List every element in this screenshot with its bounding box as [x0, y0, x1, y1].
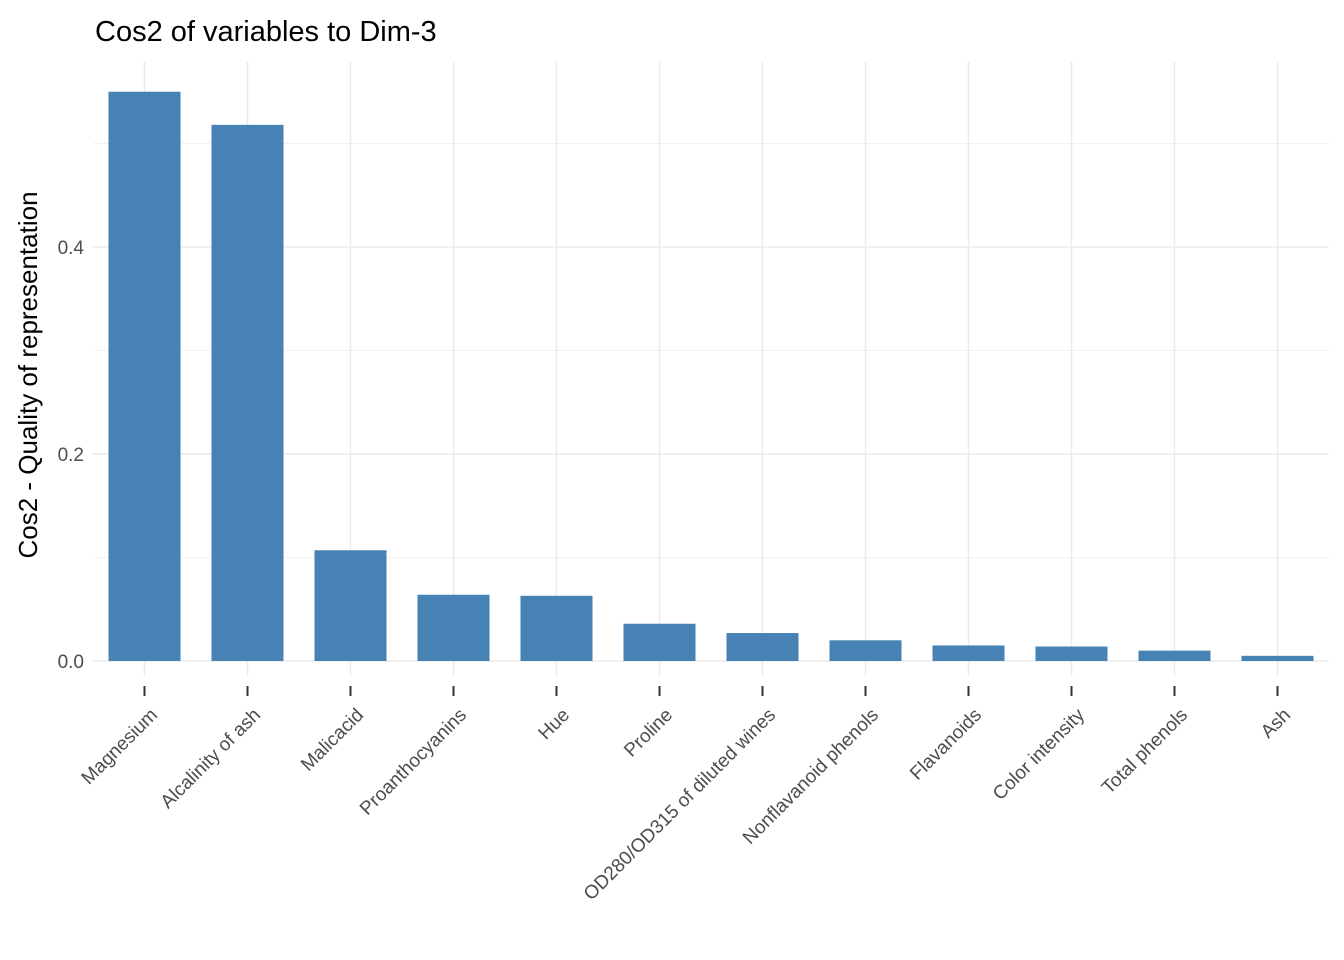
bar — [726, 633, 799, 661]
bar — [623, 623, 696, 661]
x-tick-label: Flavanoids — [906, 705, 986, 785]
x-tick-label: Hue — [535, 705, 574, 744]
x-tick-label: Ash — [1257, 705, 1295, 743]
bar — [108, 91, 181, 661]
x-tick-label: Magnesium — [78, 705, 162, 789]
x-tick-label: Malicacid — [297, 705, 368, 776]
x-tick-label: Total phenols — [1098, 705, 1192, 799]
chart-title: Cos2 of variables to Dim-3 — [95, 16, 437, 48]
bar — [520, 595, 593, 661]
y-tick-label: 0.0 — [58, 652, 84, 673]
x-tick-label: Alcalinity of ash — [157, 705, 265, 813]
x-tick-label: Proanthocyanins — [356, 705, 471, 820]
bar — [211, 124, 284, 662]
y-tick-label: 0.4 — [58, 238, 85, 259]
bar — [314, 550, 387, 661]
y-tick-label: 0.2 — [58, 445, 84, 466]
bar — [1241, 655, 1314, 661]
bar-layer — [108, 91, 1314, 662]
bar — [1035, 646, 1108, 661]
bar — [1138, 650, 1211, 661]
bar — [932, 645, 1005, 661]
y-axis-label: Cos2 - Quality of representation — [13, 191, 43, 558]
bar — [829, 640, 902, 661]
bar — [417, 594, 490, 661]
x-tick-label: Proline — [620, 705, 677, 762]
x-tick-label: Color intensity — [989, 704, 1089, 804]
x-tick-label: OD280/OD315 of diluted wines — [580, 705, 780, 905]
grid-layer — [93, 62, 1329, 676]
